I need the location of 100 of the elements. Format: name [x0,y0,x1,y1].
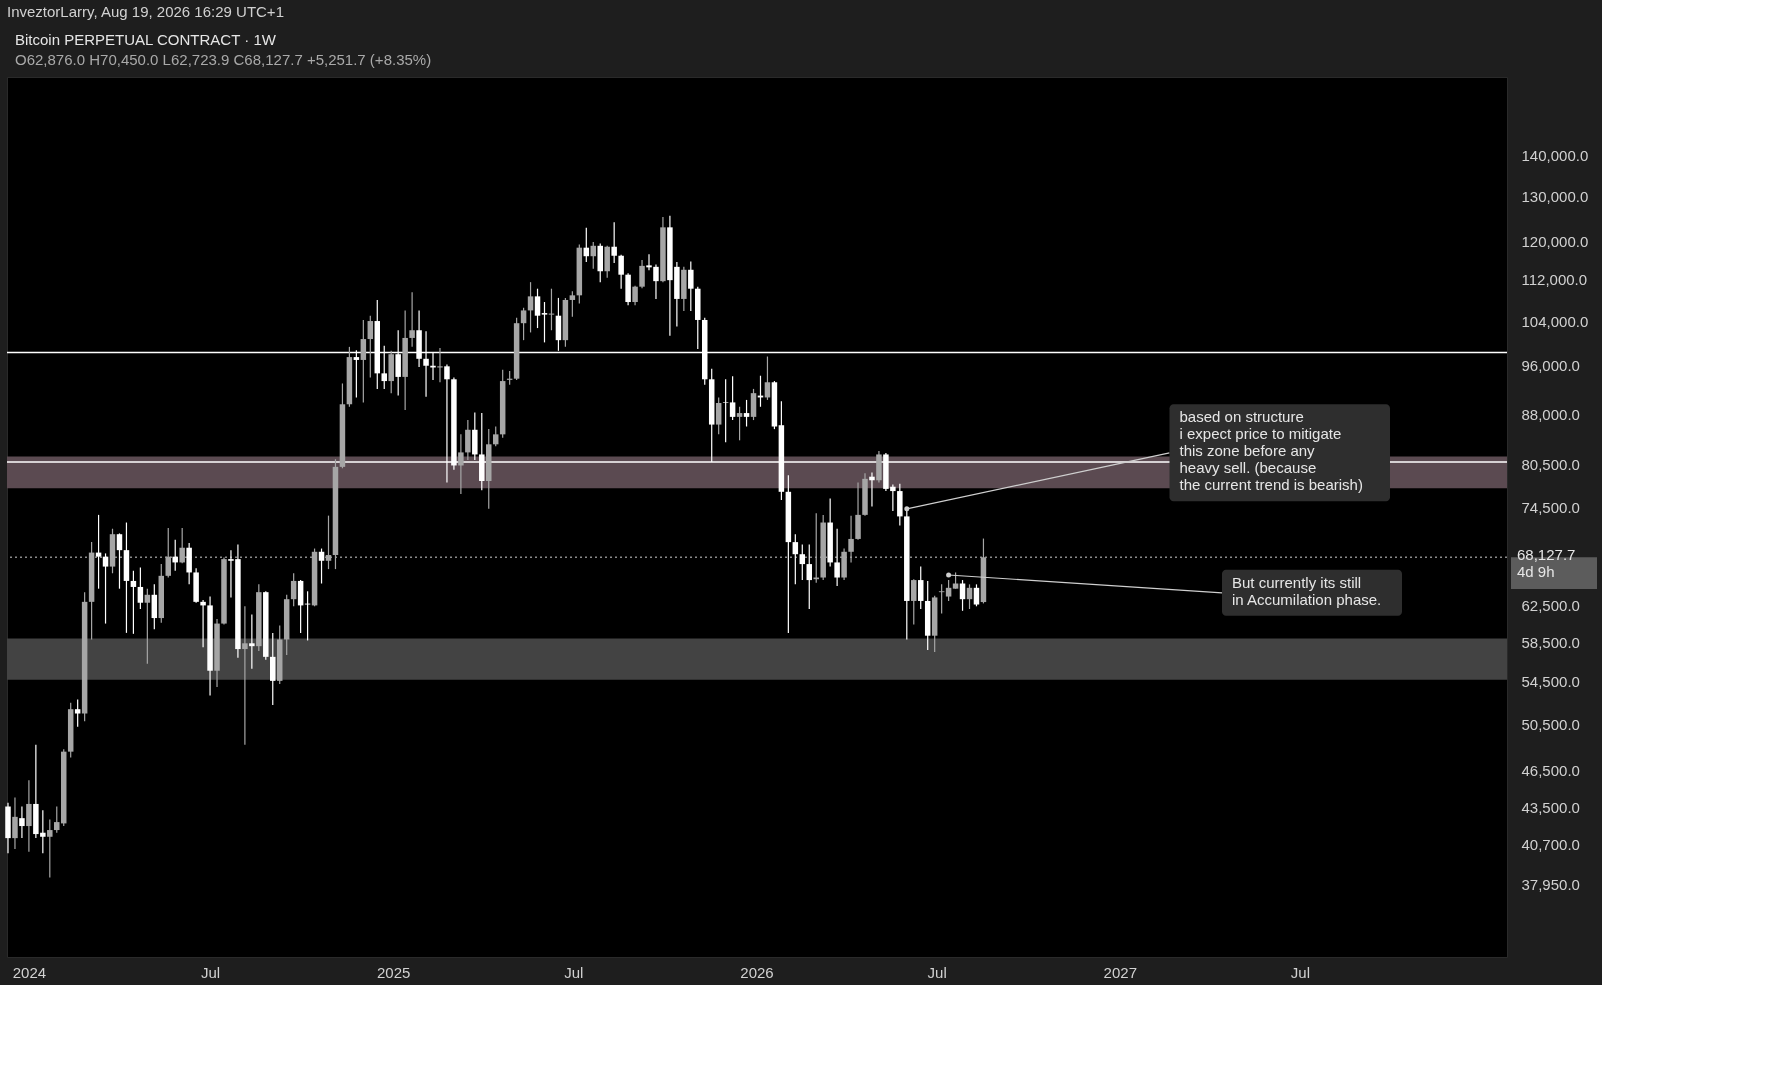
candlestick [862,472,868,517]
candlestick [806,543,813,610]
x-tick-label: Jul [1290,963,1311,981]
annotation: But currently its still in Accumilation phase. [1232,573,1382,608]
y-tick-label: 43,500.0 [1521,799,1580,817]
candlestick [917,565,924,610]
candlestick [109,528,116,574]
candlestick [137,566,144,610]
candlestick [360,319,367,403]
candlestick [736,406,743,441]
candlestick [722,378,729,443]
candlestick [270,632,276,706]
candlestick [88,541,95,641]
candlestick [750,388,757,421]
candlestick [130,570,137,635]
y-tick-label: 96,000.0 [1521,357,1580,375]
candlestick [214,618,220,688]
candlestick [611,221,617,264]
candlestick [311,547,318,607]
candlestick [5,802,11,854]
candlestick [179,527,185,564]
candlestick [249,613,255,670]
candlestick [158,563,165,624]
candlestick [297,579,304,634]
y-tick-label: 140,000.0 [1521,146,1589,164]
candlestick [799,543,806,581]
candlestick [19,805,25,839]
candlestick [123,521,130,634]
candlestick [604,245,610,279]
candlestick [848,515,854,564]
x-tick-label: 2025 [377,963,411,981]
y-tick-label: 74,500.0 [1521,498,1580,516]
x-tick-label: 2024 [12,963,47,981]
x-tick-label: Jul [200,963,221,981]
candlestick [186,542,192,585]
candlestick [904,509,910,641]
candlestick [715,396,722,435]
candlestick [12,797,18,850]
y-tick-label: 62,500.0 [1521,596,1580,614]
candlestick [74,698,81,728]
x-tick-label: 2027 [1103,963,1137,981]
candlestick [207,595,213,696]
x-tick-label: Jul [564,963,584,981]
candlestick [980,537,987,605]
candlestick [632,285,638,306]
candlestick [256,583,262,652]
candlestick [290,572,297,607]
text: InveztorLarry, Aug 19, 2026 16:29 UTC+1 [7,3,284,20]
candlestick [695,286,701,350]
annotation: based on structure i expect price to mitigate this zone before any heavy sell. (because the current trend is bearish) [1179,408,1363,494]
candlestick [172,539,178,572]
candlestick [562,297,569,348]
candlestick [653,263,659,300]
candlestick [95,514,102,590]
candlestick [339,382,346,469]
candlestick [771,380,778,430]
candlestick [492,425,499,447]
candlestick [221,556,227,626]
candlestick [67,702,74,759]
candlestick [318,547,325,585]
candlestick [827,497,833,568]
candlestick [646,253,652,271]
candlestick [534,288,541,329]
candlestick [26,779,32,853]
y-tick-label: 80,500.0 [1521,455,1580,473]
candlestick [541,301,548,343]
candlestick [486,428,492,510]
candlestick [276,624,283,685]
candlestick [973,583,980,607]
chart-title: Bitcoin PERPETUAL CONTRACT · 1W [15,31,277,48]
candlestick [520,307,527,341]
candlestick [409,291,415,348]
candlestick [785,474,792,634]
candlestick [729,375,736,421]
candlestick [102,552,109,625]
y-tick-label: 112,000.0 [1521,271,1588,289]
candlestick [625,272,631,306]
candlestick [855,481,861,541]
x-tick-label: 2026 [740,963,774,981]
y-tick-label: 54,500.0 [1521,673,1580,691]
y-tick-label: 120,000.0 [1521,232,1589,250]
candlestick [527,281,534,334]
candlestick [834,528,840,587]
candlestick [81,591,88,722]
candlestick [897,483,903,527]
y-tick-label: 88,000.0 [1521,405,1580,423]
candlestick [945,579,952,602]
candlestick [911,578,917,626]
ref-line-label: 68,127.7 4d 9h [1517,546,1576,581]
candlestick [792,533,799,585]
candlestick [465,419,471,461]
candlestick [304,590,311,642]
candlestick [576,243,583,305]
candlestick [820,514,826,581]
candlestick [325,515,332,570]
y-tick-label: 130,000.0 [1521,187,1589,205]
candlestick [618,254,624,290]
candlestick [47,818,53,879]
candlestick [841,547,847,581]
candlestick [165,527,171,579]
